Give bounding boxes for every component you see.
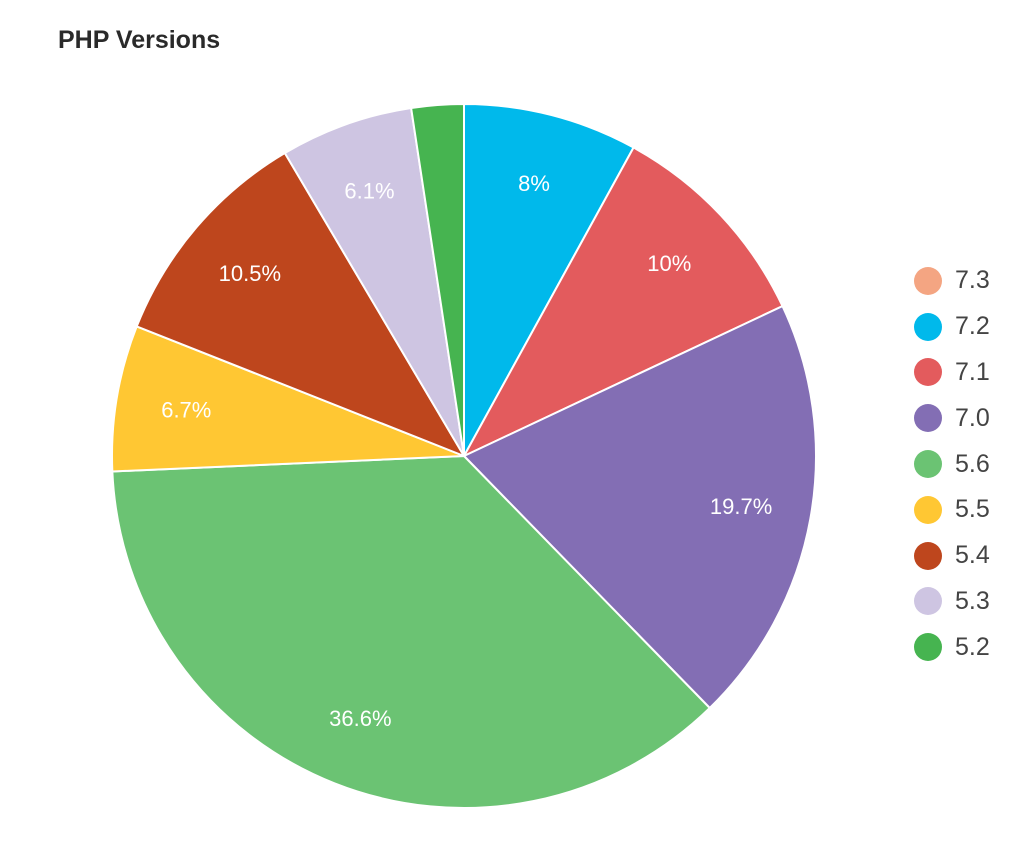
data-label-5.6: 36.6% [329, 706, 391, 731]
slice-7.2[interactable] [463, 102, 635, 457]
slice-7.1[interactable] [461, 146, 784, 459]
legend-label: 5.2 [955, 632, 990, 661]
legend-item-5.4[interactable]: 5.4 [914, 533, 990, 579]
slice-5.4[interactable] [135, 151, 467, 459]
data-label-7.0: 19.7% [710, 494, 772, 519]
slice-5.5[interactable] [111, 325, 465, 473]
legend-swatch [914, 404, 942, 433]
legend-item-7.1[interactable]: 7.1 [914, 350, 990, 396]
legend-item-5.2[interactable]: 5.2 [914, 624, 990, 670]
legend: 7.3 7.2 7.1 7.0 5.6 5.5 5.4 5.3 5.2 [914, 258, 990, 670]
legend-swatch [914, 495, 942, 524]
legend-label: 7.3 [955, 266, 990, 295]
slice-5.2[interactable] [409, 102, 465, 457]
legend-item-5.6[interactable]: 5.6 [914, 441, 990, 487]
legend-swatch [914, 358, 942, 387]
legend-label: 5.5 [955, 495, 990, 524]
slice-5.3[interactable] [283, 106, 465, 457]
data-label-5.4: 10.5% [219, 261, 281, 286]
legend-swatch [914, 312, 942, 341]
legend-label: 5.6 [955, 449, 990, 478]
legend-label: 7.2 [955, 312, 990, 341]
data-label-7.2: 8% [518, 171, 550, 196]
slice-5.6[interactable] [111, 454, 712, 809]
legend-label: 7.1 [955, 357, 990, 386]
data-label-5.3: 6.1% [344, 179, 394, 204]
slice-7.0[interactable] [462, 304, 817, 710]
legend-label: 5.4 [955, 541, 990, 570]
legend-swatch [914, 450, 942, 479]
legend-label: 7.0 [955, 403, 990, 432]
legend-swatch [914, 633, 942, 662]
chart-title: PHP Versions [58, 26, 221, 54]
legend-item-7.2[interactable]: 7.2 [914, 304, 990, 350]
legend-swatch [914, 541, 942, 570]
legend-item-5.5[interactable]: 5.5 [914, 487, 990, 533]
legend-swatch [914, 587, 942, 616]
legend-item-7.3[interactable]: 7.3 [914, 258, 990, 304]
data-label-5.5: 6.7% [161, 397, 211, 422]
legend-label: 5.3 [955, 586, 990, 615]
legend-item-5.3[interactable]: 5.3 [914, 579, 990, 625]
legend-swatch [914, 266, 942, 295]
data-label-7.1: 10% [647, 251, 691, 276]
legend-item-7.0[interactable]: 7.0 [914, 395, 990, 441]
